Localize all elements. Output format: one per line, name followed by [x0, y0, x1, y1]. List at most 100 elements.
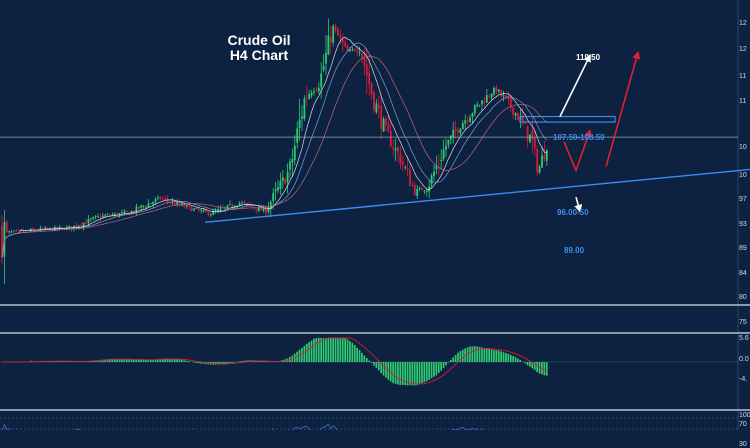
- candle-body: [251, 206, 253, 207]
- macd-histogram-bar: [448, 362, 450, 363]
- rsi-line: [2, 424, 547, 430]
- macd-histogram-bar: [496, 350, 498, 362]
- chart-title-line2: H4 Chart: [199, 47, 319, 63]
- projection-arrow: [606, 53, 638, 167]
- macd-histogram-bar: [493, 350, 495, 362]
- macd-histogram-bar: [455, 355, 457, 362]
- candle-body: [232, 205, 234, 207]
- macd-histogram-bar: [486, 348, 488, 362]
- chart-title-line1: Crude Oil: [199, 32, 319, 48]
- macd-histogram-bar: [450, 360, 452, 362]
- candle-body: [467, 120, 469, 121]
- macd-histogram-bar: [313, 339, 315, 362]
- candle-body: [256, 209, 258, 210]
- candle-body: [306, 98, 308, 99]
- macd-histogram-bar: [476, 347, 478, 362]
- candle-body: [440, 160, 442, 161]
- candle-body: [332, 26, 334, 43]
- candle-body: [107, 215, 109, 216]
- resistance-zone-label: 107.50-108.50: [553, 133, 605, 142]
- candle-body: [512, 107, 514, 115]
- macd-histogram-bar: [373, 362, 375, 366]
- macd-histogram-bar: [188, 361, 190, 362]
- macd-histogram-bar: [239, 361, 241, 362]
- candle-body: [275, 189, 277, 191]
- macd-histogram-bar: [510, 355, 512, 362]
- projection-arrow: [560, 55, 590, 116]
- candle-body: [296, 128, 298, 142]
- candle-body: [325, 53, 327, 64]
- candle-body: [18, 230, 20, 231]
- candle-body: [97, 216, 99, 217]
- candle-body: [318, 88, 320, 91]
- macd-histogram-bar: [438, 362, 440, 373]
- candle-body: [244, 202, 246, 203]
- candle-body: [452, 130, 454, 138]
- candle-body: [464, 120, 466, 123]
- macd-histogram-bar: [412, 362, 414, 385]
- candle-body: [500, 91, 502, 97]
- candle-body: [239, 203, 241, 205]
- candle-body: [352, 49, 354, 50]
- candle-body: [354, 49, 356, 50]
- candle-body: [335, 26, 337, 31]
- candle-body: [416, 189, 418, 196]
- candle-body: [488, 96, 490, 97]
- macd-histogram-bar: [176, 359, 178, 362]
- candle-body: [196, 208, 198, 209]
- candle-body: [112, 215, 114, 216]
- candle-body: [49, 228, 51, 229]
- candle-body: [114, 214, 116, 216]
- macd-histogram-bar: [131, 360, 133, 362]
- macd-histogram-bar: [356, 348, 358, 362]
- candle-body: [524, 123, 526, 124]
- macd-histogram-bar: [301, 348, 303, 362]
- macd-histogram-bar: [241, 361, 243, 362]
- candle-body: [536, 149, 538, 172]
- candle-body: [390, 131, 392, 146]
- candle-body: [527, 126, 529, 140]
- macd-histogram-bar: [481, 347, 483, 362]
- candle-body: [349, 50, 351, 51]
- price-tick-label: 84: [739, 270, 747, 277]
- candle-body: [378, 105, 380, 109]
- candle-body: [162, 199, 164, 200]
- macd-histogram-bar: [474, 346, 476, 362]
- macd-histogram-bar: [128, 359, 130, 362]
- macd-histogram-bar: [508, 354, 510, 362]
- candle-body: [460, 129, 462, 133]
- price-chart: [0, 0, 750, 430]
- macd-histogram-bar: [544, 362, 546, 375]
- macd-histogram-bar: [488, 349, 490, 362]
- candle-body: [474, 105, 476, 113]
- candle-body: [160, 197, 162, 199]
- macd-histogram-bar: [371, 362, 373, 363]
- candle-body: [121, 212, 123, 213]
- macd-histogram-bar: [385, 362, 387, 378]
- candle-body: [330, 37, 332, 43]
- candle-body: [176, 202, 178, 204]
- candle-body: [380, 106, 382, 129]
- candle-body: [47, 228, 49, 229]
- macd-histogram-bar: [311, 341, 313, 362]
- macd-histogram-bar: [462, 350, 464, 362]
- candle-body: [539, 167, 541, 173]
- candle-body: [292, 159, 294, 163]
- candle-body: [373, 92, 375, 110]
- macd-histogram-bar: [546, 362, 548, 376]
- macd-histogram-bar: [308, 342, 310, 362]
- candle-body: [407, 168, 409, 170]
- candle-body: [126, 211, 128, 212]
- candle-body: [88, 219, 90, 223]
- macd-histogram-bar: [229, 362, 231, 363]
- macd-histogram-bar: [517, 359, 519, 362]
- macd-tick-label: 5.6: [739, 335, 749, 342]
- price-tick-label: 10: [739, 172, 747, 179]
- candle-body: [287, 172, 289, 182]
- candle-body: [198, 209, 200, 210]
- macd-histogram-bar: [337, 338, 339, 362]
- macd-histogram-bar: [306, 344, 308, 362]
- candle-body: [445, 146, 447, 150]
- macd-histogram-bar: [227, 362, 229, 363]
- candle-body: [32, 228, 34, 229]
